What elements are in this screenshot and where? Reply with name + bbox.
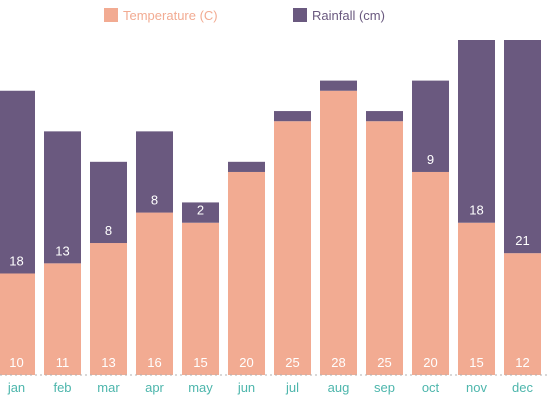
bar-temperature-mar [90, 243, 127, 375]
x-tick-label-jul: jul [285, 380, 299, 395]
bar-temperature-apr [136, 212, 173, 375]
value-label-temperature-may: 15 [193, 355, 207, 370]
value-label-temperature-apr: 16 [147, 355, 161, 370]
bar-temperature-oct [412, 171, 449, 375]
bar-rainfall-mar [90, 161, 127, 244]
legend-label-temperature: Temperature (C) [123, 8, 218, 23]
value-label-temperature-sep: 25 [377, 355, 391, 370]
value-label-temperature-jan: 10 [9, 355, 23, 370]
x-tick-label-sep: sep [374, 380, 395, 395]
bar-temperature-jul [274, 121, 311, 375]
bar-rainfall-may [182, 202, 219, 223]
x-axis-ticks: jan feb mar apr may jun jul aug sep oct nov dec [7, 380, 534, 395]
value-label-temperature-mar: 13 [101, 355, 115, 370]
bar-temperature-may [182, 222, 219, 375]
bar-temperature-jun [228, 171, 265, 375]
value-label-rainfall-feb: 13 [55, 243, 69, 258]
bar-rainfall-oct [412, 80, 449, 172]
x-tick-label-nov: nov [466, 380, 487, 395]
x-tick-label-may: may [188, 380, 213, 395]
x-tick-label-oct: oct [422, 380, 440, 395]
legend-swatch-rainfall [293, 8, 307, 22]
bar-rainfall-jul [274, 111, 311, 122]
value-label-temperature-aug: 28 [331, 355, 345, 370]
value-label-temperature-jul: 25 [285, 355, 299, 370]
legend-swatch-temperature [104, 8, 118, 22]
bar-temperature-aug [320, 90, 357, 376]
bar-temperature-feb [44, 263, 81, 375]
bar-rainfall-aug [320, 80, 357, 91]
value-labels: 10 18 11 13 13 8 16 8 15 2 20 25 28 25 20 9 15 18 12 21 [9, 152, 529, 370]
x-tick-label-jan: jan [7, 380, 25, 395]
x-tick-label-dec: dec [512, 380, 533, 395]
bar-temperature-dec [504, 253, 541, 375]
bar-temperature-sep [366, 121, 403, 375]
bar-temperature-nov [458, 222, 495, 375]
value-label-rainfall-jan: 18 [9, 253, 23, 268]
value-label-temperature-oct: 20 [423, 355, 437, 370]
x-tick-label-apr: apr [145, 380, 164, 395]
bar-rainfall-jan [0, 90, 35, 274]
bar-rainfall-jun [228, 161, 265, 172]
value-label-rainfall-nov: 18 [469, 203, 483, 218]
x-tick-label-mar: mar [97, 380, 120, 395]
value-label-rainfall-oct: 9 [427, 152, 434, 167]
value-label-rainfall-mar: 8 [105, 223, 112, 238]
legend: Temperature (C) Rainfall (cm) [104, 8, 385, 23]
value-label-temperature-feb: 11 [56, 355, 70, 370]
value-label-rainfall-dec: 21 [515, 233, 529, 248]
bar-rainfall-sep [366, 111, 403, 122]
x-tick-label-aug: aug [328, 380, 350, 395]
bar-rainfall-dec [504, 40, 541, 254]
bar-temperature-jan [0, 273, 35, 375]
bar-rainfall-nov [458, 40, 495, 223]
value-label-temperature-nov: 15 [469, 355, 483, 370]
bar-rainfall-feb [44, 131, 81, 264]
value-label-rainfall-apr: 8 [151, 193, 158, 208]
x-tick-label-feb: feb [53, 380, 71, 395]
bars [0, 40, 541, 376]
x-tick-label-jun: jun [237, 380, 255, 395]
bar-rainfall-apr [136, 131, 173, 213]
value-label-temperature-dec: 12 [515, 355, 529, 370]
value-label-temperature-jun: 20 [239, 355, 253, 370]
value-label-rainfall-may: 2 [197, 203, 204, 218]
legend-label-rainfall: Rainfall (cm) [312, 8, 385, 23]
